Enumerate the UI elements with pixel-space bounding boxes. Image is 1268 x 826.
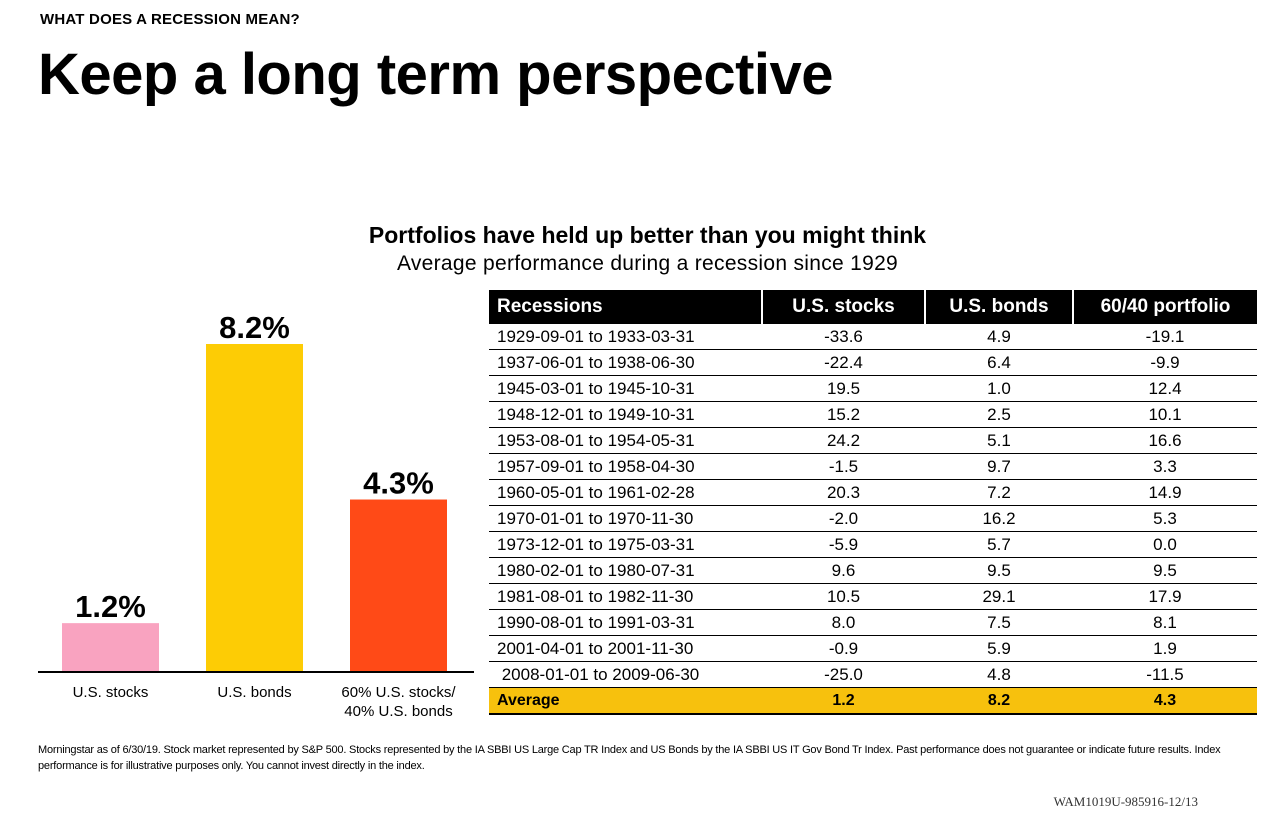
value-cell: 2.5 [925,401,1073,428]
value-cell: 1.0 [925,375,1073,402]
value-cell: 8.2 [925,687,1073,715]
bar-value-label: 4.3% [363,466,434,501]
period-cell: 1980-02-01 to 1980-07-31 [489,557,762,584]
table-row: 1957-09-01 to 1958-04-30 -1.5 9.7 3.3 [489,453,1257,480]
category-label: 60% U.S. stocks/ [341,684,456,701]
value-cell: 16.2 [925,505,1073,532]
period-cell: 1929-09-01 to 1933-03-31 [489,324,762,350]
column-header: Recessions [489,290,763,324]
period-cell: 1937-06-01 to 1938-06-30 [489,349,762,376]
value-cell: 5.1 [925,427,1073,454]
footnote: Morningstar as of 6/30/19. Stock market … [38,744,1221,772]
value-cell: -11.5 [1073,661,1257,688]
page-title: Keep a long term perspective [38,42,834,107]
value-cell: -25.0 [762,661,925,688]
value-cell: 3.3 [1073,453,1257,480]
value-cell: 5.9 [925,635,1073,662]
table-row: 1981-08-01 to 1982-11-30 10.5 29.1 17.9 [489,583,1257,610]
period-cell: 1948-12-01 to 1949-10-31 [489,401,762,428]
value-cell: -33.6 [762,324,925,350]
period-cell: 1990-08-01 to 1991-03-31 [489,609,762,636]
category-label: U.S. bonds [217,684,291,701]
table-row: 1980-02-01 to 1980-07-31 9.6 9.5 9.5 [489,557,1257,584]
period-cell: Average [489,687,762,715]
bar-3 [350,499,447,671]
value-cell: 29.1 [925,583,1073,610]
period-cell: 1957-09-01 to 1958-04-30 [489,453,762,480]
value-cell: 10.5 [762,583,925,610]
table-row: 1937-06-01 to 1938-06-30 -22.4 6.4 -9.9 [489,349,1257,376]
column-header: 60/40 portfolio [1073,290,1257,324]
value-cell: 7.5 [925,609,1073,636]
bar-chart: 1.2% U.S. stocks 8.2% U.S. bonds 4.3% 60% U.S… [38,310,474,720]
period-cell: 1953-08-01 to 1954-05-31 [489,427,762,454]
bar-1 [62,623,159,671]
value-cell: 10.1 [1073,401,1257,428]
bar-2 [206,344,303,671]
document-code: WAM1019U-985916-12/13 [1053,794,1198,809]
period-cell: 2001-04-01 to 2001-11-30 [489,635,762,662]
value-cell: 4.3 [1073,687,1257,715]
column-header: U.S. bonds [925,290,1074,324]
table-row: 2001-04-01 to 2001-11-30 -0.9 5.9 1.9 [489,635,1257,662]
category-label: 40% U.S. bonds [344,703,452,720]
value-cell: 12.4 [1073,375,1257,402]
chart-title: Portfolios have held up better than you … [368,222,927,248]
table-row: 1973-12-01 to 1975-03-31 -5.9 5.7 0.0 [489,531,1257,558]
value-cell: -9.9 [1073,349,1257,376]
table-row: 1970-01-01 to 1970-11-30 -2.0 16.2 5.3 [489,505,1257,532]
table-row: 1948-12-01 to 1949-10-31 15.2 2.5 10.1 [489,401,1257,428]
value-cell: 14.9 [1073,479,1257,506]
value-cell: 16.6 [1073,427,1257,454]
period-cell: 1973-12-01 to 1975-03-31 [489,531,762,558]
value-cell: 9.6 [762,557,925,584]
bar-value-label: 1.2% [75,589,146,624]
value-cell: 15.2 [762,401,925,428]
period-cell: 1981-08-01 to 1982-11-30 [489,583,762,610]
period-cell: 1970-01-01 to 1970-11-30 [489,505,762,532]
value-cell: 4.8 [925,661,1073,688]
value-cell: -5.9 [762,531,925,558]
category-label: U.S. stocks [73,684,149,701]
period-cell: 1945-03-01 to 1945-10-31 [489,375,762,402]
table-row: 2008-01-01 to 2009-06-30 -25.0 4.8 -11.5 [489,661,1257,688]
period-cell: 2008-01-01 to 2009-06-30 [489,661,762,688]
value-cell: 5.3 [1073,505,1257,532]
value-cell: 8.0 [762,609,925,636]
column-header: U.S. stocks [762,290,926,324]
recession-table: Recessions U.S. stocks U.S. bonds 60/40 por… [489,290,1257,715]
value-cell: 24.2 [762,427,925,454]
table-row: 1953-08-01 to 1954-05-31 24.2 5.1 16.6 [489,427,1257,454]
value-cell: 4.9 [925,324,1073,350]
chart-subtitle: Average performance during a recession s… [396,252,899,275]
value-cell: -22.4 [762,349,925,376]
value-cell: 0.0 [1073,531,1257,558]
value-cell: 1.9 [1073,635,1257,662]
value-cell: 1.2 [762,687,925,715]
value-cell: -2.0 [762,505,925,532]
period-cell: 1960-05-01 to 1961-02-28 [489,479,762,506]
value-cell: 19.5 [762,375,925,402]
value-cell: -1.5 [762,453,925,480]
table-row: 1960-05-01 to 1961-02-28 20.3 7.2 14.9 [489,479,1257,506]
value-cell: 9.7 [925,453,1073,480]
value-cell: 5.7 [925,531,1073,558]
kicker: WHAT DOES A RECESSION MEAN? [40,11,300,28]
bar-value-label: 8.2% [219,310,290,345]
value-cell: -0.9 [762,635,925,662]
value-cell: -19.1 [1073,324,1257,350]
value-cell: 6.4 [925,349,1073,376]
table-header-row: Recessions U.S. stocks U.S. bonds 60/40 por… [489,290,1257,324]
value-cell: 7.2 [925,479,1073,506]
value-cell: 9.5 [1073,557,1257,584]
table-row: 1990-08-01 to 1991-03-31 8.0 7.5 8.1 [489,609,1257,636]
value-cell: 20.3 [762,479,925,506]
value-cell: 17.9 [1073,583,1257,610]
value-cell: 8.1 [1073,609,1257,636]
table-row: 1945-03-01 to 1945-10-31 19.5 1.0 12.4 [489,375,1257,402]
table-row: 1929-09-01 to 1933-03-31 -33.6 4.9 -19.1 [489,324,1257,350]
average-row: Average 1.2 8.2 4.3 [489,687,1257,715]
value-cell: 9.5 [925,557,1073,584]
